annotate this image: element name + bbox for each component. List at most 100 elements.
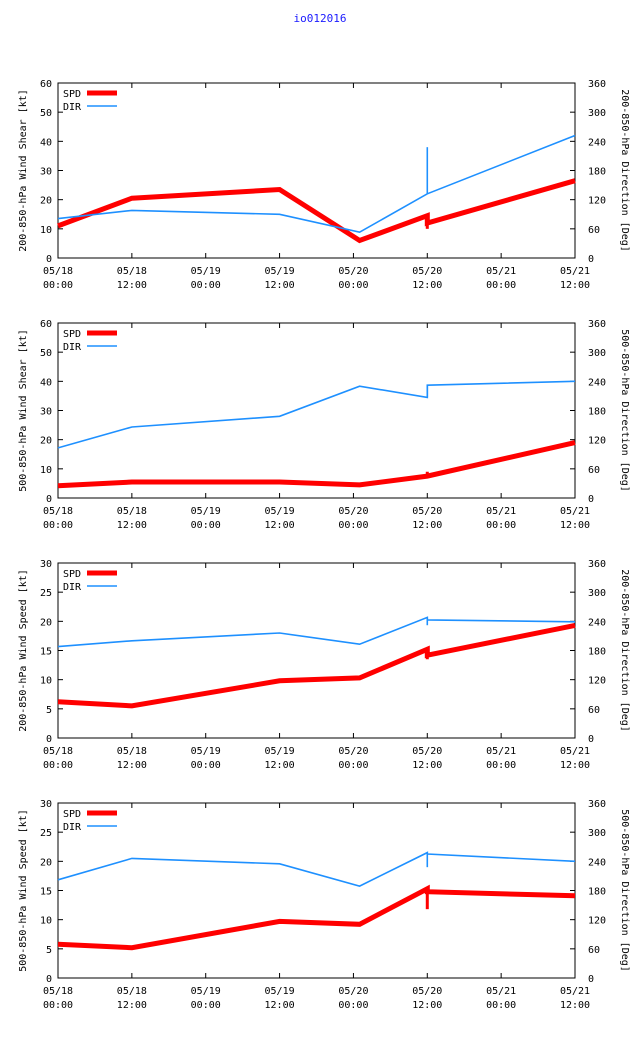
x-tick-label-date: 05/19 <box>265 266 295 277</box>
x-tick-label-time: 12:00 <box>265 520 295 531</box>
y-right-tick-label: 60 <box>588 465 600 476</box>
x-tick-label-time: 00:00 <box>43 760 73 771</box>
plot-frame <box>57 82 576 259</box>
x-tick-label-time: 12:00 <box>412 760 442 771</box>
x-tick-label-date: 05/19 <box>191 266 221 277</box>
y-left-tick-label: 20 <box>40 436 52 447</box>
x-tick-label-date: 05/20 <box>412 746 442 757</box>
series-dir-line <box>57 134 576 234</box>
y-right-tick-label: 300 <box>588 828 606 839</box>
y-left-tick-label: 5 <box>46 705 52 716</box>
y-left-axis-title: 200-850-hPa Wind Shear [kt] <box>18 89 29 252</box>
x-tick-label-time: 00:00 <box>486 520 516 531</box>
panel-1: 0 10 20 30 40 50 60 0 60 120 180 240 300 360 05/18 00:0… <box>18 79 630 291</box>
x-tick-label-time: 12:00 <box>117 760 147 771</box>
y-left-tick-label: 60 <box>40 319 52 330</box>
y-right-tick-label: 60 <box>588 225 600 236</box>
legend-label-dir: DIR <box>63 822 82 833</box>
x-tick-label-date: 05/19 <box>191 986 221 997</box>
x-tick-label-time: 12:00 <box>117 1000 147 1011</box>
y-right-axis-title: 500-850-hPa Direction [Deg] <box>619 329 630 492</box>
y-right-tick-label: 0 <box>588 974 594 985</box>
x-tick-label-time: 00:00 <box>338 760 368 771</box>
y-left-tick-label: 5 <box>46 945 52 956</box>
legend-label-spd: SPD <box>63 329 81 340</box>
y-right-tick-label: 240 <box>588 617 606 628</box>
y-left-tick-label: 30 <box>40 559 52 570</box>
legend-label-spd: SPD <box>63 809 81 820</box>
x-tick-label-date: 05/20 <box>338 746 368 757</box>
x-tick-label-time: 12:00 <box>560 520 590 531</box>
y-right-tick-label: 60 <box>588 705 600 716</box>
x-tick-label-time: 00:00 <box>486 760 516 771</box>
x-tick-label-date: 05/21 <box>486 746 516 757</box>
legend-label-spd: SPD <box>63 89 81 100</box>
x-tick-label-time: 00:00 <box>191 280 221 291</box>
y-right-tick-label: 360 <box>588 79 606 90</box>
x-tick-label-time: 12:00 <box>265 760 295 771</box>
y-right-tick-label: 240 <box>588 377 606 388</box>
y-right-axis-title: 200-850-hPa Direction [Deg] <box>619 89 630 252</box>
y-left-tick-label: 40 <box>40 377 52 388</box>
y-right-tick-label: 120 <box>588 676 606 687</box>
y-left-tick-label: 40 <box>40 137 52 148</box>
x-tick-label-time: 00:00 <box>43 520 73 531</box>
y-left-tick-label: 20 <box>40 857 52 868</box>
series-spd-line <box>57 440 576 489</box>
y-left-tick-label: 20 <box>40 617 52 628</box>
y-left-tick-label: 30 <box>40 799 52 810</box>
x-tick-label-date: 05/21 <box>560 986 590 997</box>
x-tick-label-date: 05/18 <box>117 506 147 517</box>
y-left-tick-label: 15 <box>40 887 52 898</box>
y-left-tick-label: 15 <box>40 647 52 658</box>
y-right-tick-label: 0 <box>588 494 594 505</box>
y-right-tick-label: 360 <box>588 799 606 810</box>
y-left-tick-label: 50 <box>40 348 52 359</box>
x-tick-label-time: 12:00 <box>560 1000 590 1011</box>
y-right-tick-label: 240 <box>588 137 606 148</box>
x-tick-label-date: 05/20 <box>338 986 368 997</box>
x-tick-label-date: 05/19 <box>191 506 221 517</box>
y-right-tick-label: 180 <box>588 887 606 898</box>
y-right-axis-title: 500-850-hPa Direction [Deg] <box>619 809 630 972</box>
chart-title: io012016 <box>293 12 347 25</box>
x-tick-label-date: 05/20 <box>412 266 442 277</box>
y-right-tick-label: 360 <box>588 559 606 570</box>
y-right-tick-label: 300 <box>588 348 606 359</box>
y-left-tick-label: 0 <box>46 494 52 505</box>
x-tick-label-time: 12:00 <box>412 520 442 531</box>
x-tick-label-date: 05/21 <box>486 986 516 997</box>
x-tick-label-date: 05/21 <box>560 506 590 517</box>
y-right-tick-label: 240 <box>588 857 606 868</box>
y-right-tick-label: 60 <box>588 945 600 956</box>
x-tick-label-time: 00:00 <box>43 1000 73 1011</box>
y-left-tick-label: 30 <box>40 407 52 418</box>
x-tick-label-time: 00:00 <box>191 520 221 531</box>
y-left-tick-label: 25 <box>40 828 52 839</box>
series-dir-line <box>57 851 576 887</box>
x-tick-label-date: 05/20 <box>412 986 442 997</box>
x-tick-label-date: 05/18 <box>117 266 147 277</box>
x-tick-label-date: 05/20 <box>338 266 368 277</box>
y-right-tick-label: 0 <box>588 254 594 265</box>
y-left-tick-label: 30 <box>40 167 52 178</box>
x-tick-label-date: 05/20 <box>338 506 368 517</box>
y-left-tick-label: 60 <box>40 79 52 90</box>
x-tick-label-time: 00:00 <box>191 760 221 771</box>
plot-frame <box>57 322 576 499</box>
x-tick-label-date: 05/18 <box>43 266 73 277</box>
y-right-tick-label: 300 <box>588 108 606 119</box>
y-left-axis-title: 200-850-hPa Wind Speed [kt] <box>18 569 29 732</box>
x-tick-label-date: 05/21 <box>560 746 590 757</box>
x-tick-label-time: 00:00 <box>191 1000 221 1011</box>
y-left-axis-title: 500-850-hPa Wind Speed [kt] <box>18 809 29 972</box>
legend-label-dir: DIR <box>63 102 82 113</box>
x-tick-label-date: 05/18 <box>43 986 73 997</box>
x-tick-label-time: 12:00 <box>560 280 590 291</box>
legend-label-dir: DIR <box>63 342 82 353</box>
x-tick-label-date: 05/18 <box>117 986 147 997</box>
y-left-tick-label: 0 <box>46 734 52 745</box>
x-tick-label-date: 05/21 <box>486 266 516 277</box>
x-tick-label-date: 05/19 <box>265 986 295 997</box>
